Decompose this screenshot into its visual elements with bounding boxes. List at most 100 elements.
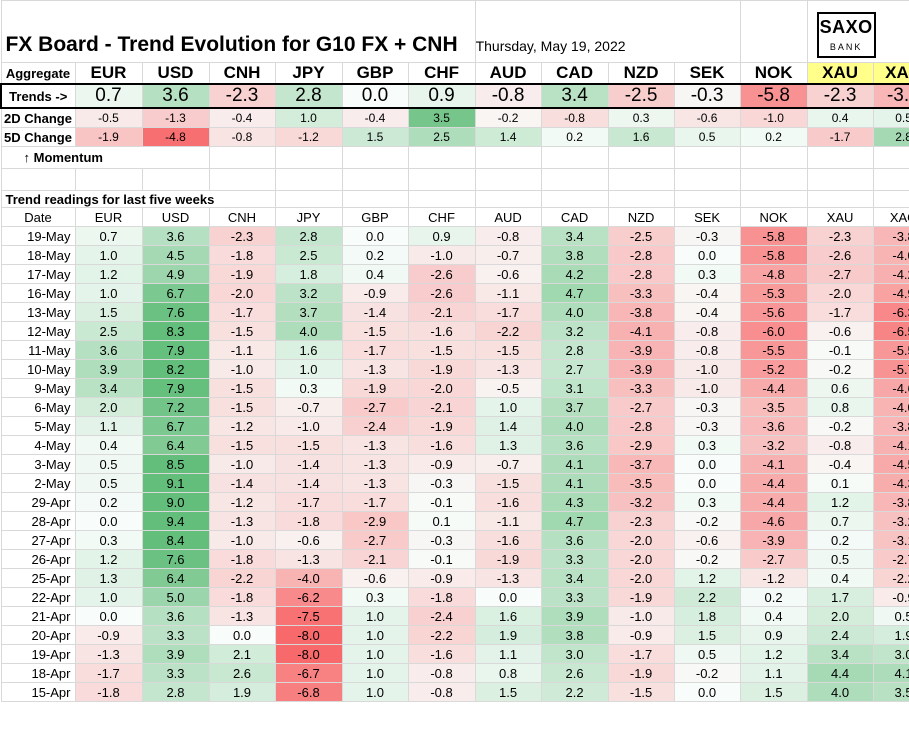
change-5d-value: 0.2 xyxy=(739,127,808,147)
row-date: 19-Apr xyxy=(0,644,76,664)
table-cell: -0.8 xyxy=(673,340,741,360)
table-cell: 0.1 xyxy=(407,511,476,531)
change-5d-value: -4.8 xyxy=(141,127,210,147)
row-date: 18-May xyxy=(0,245,76,265)
fx-table: FX Board - Trend Evolution for G10 FX + … xyxy=(0,0,909,702)
table-cell: -0.6 xyxy=(806,321,874,341)
table-cell: -2.8 xyxy=(607,264,675,284)
table-cell: -2.2 xyxy=(872,568,909,588)
table-cell: 0.3 xyxy=(341,587,409,607)
table-cell: -2.0 xyxy=(607,568,675,588)
table-row: 29-Apr 0.2 9.0 -1.2 -1.7 -1.7 -0.1 -1.6 4.3 -3.2 0… xyxy=(0,492,909,512)
table-cell: -3.9 xyxy=(739,530,808,550)
trend-value: -2.3 xyxy=(806,83,874,109)
table-cell: -0.7 xyxy=(474,245,542,265)
trend-value: -2.5 xyxy=(607,83,675,109)
table-cell: 1.2 xyxy=(739,644,808,664)
change-2d-value: -0.8 xyxy=(540,107,609,128)
empty-cell xyxy=(407,190,476,208)
table-cell: -1.3 xyxy=(274,549,343,569)
empty-cell xyxy=(474,146,542,169)
table-cell: -2.2 xyxy=(474,321,542,341)
empty-cell xyxy=(540,146,609,169)
table-cell: -1.8 xyxy=(208,549,276,569)
report-date-cell: Thursday, May 19, 2022 xyxy=(474,0,741,63)
trend-value: -3.8 xyxy=(872,83,909,109)
change-2d-row: 2D Change -0.5 -1.3 -0.4 1.0 -0.4 3.5 -0.2 -0.8 0… xyxy=(0,107,909,128)
table-cell: -2.7 xyxy=(739,549,808,569)
column-sek: SEK xyxy=(673,207,741,227)
table-cell: 3.3 xyxy=(141,663,210,683)
table-cell: 8.3 xyxy=(141,321,210,341)
table-cell: 7.2 xyxy=(141,397,210,417)
table-cell: -1.0 xyxy=(208,359,276,379)
table-cell: 4.5 xyxy=(141,245,210,265)
table-cell: -0.4 xyxy=(673,283,741,303)
table-row: 4-May 0.4 6.4 -1.5 -1.5 -1.3 -1.6 1.3 3.6 -2.9 0.3… xyxy=(0,435,909,455)
table-cell: -1.5 xyxy=(208,435,276,455)
trend-value: 3.6 xyxy=(141,83,210,109)
table-cell: 1.1 xyxy=(474,644,542,664)
table-cell: -1.7 xyxy=(806,302,874,322)
empty-cell xyxy=(407,168,476,191)
currency-usd: USD xyxy=(141,62,210,85)
table-cell: -3.5 xyxy=(739,397,808,417)
table-cell: 1.6 xyxy=(474,606,542,626)
table-cell: 1.0 xyxy=(74,283,143,303)
table-cell: 0.0 xyxy=(74,606,143,626)
table-cell: -0.9 xyxy=(872,587,909,607)
table-cell: 1.7 xyxy=(806,587,874,607)
table-cell: -0.2 xyxy=(806,416,874,436)
table-cell: -0.2 xyxy=(673,663,741,683)
table-cell: -5.3 xyxy=(739,283,808,303)
change-2d-value: 3.5 xyxy=(407,107,476,128)
table-cell: -1.9 xyxy=(407,359,476,379)
row-date: 15-Apr xyxy=(0,682,76,702)
empty-cell xyxy=(872,190,909,208)
table-row: 18-Apr -1.7 3.3 2.6 -6.7 1.0 -0.8 0.8 2.6 -1.9 -0.… xyxy=(0,663,909,683)
table-cell: -1.7 xyxy=(208,302,276,322)
table-cell: 1.0 xyxy=(474,397,542,417)
change-5d-value: -1.9 xyxy=(74,127,143,147)
table-cell: 3.0 xyxy=(540,644,609,664)
table-cell: -1.6 xyxy=(407,321,476,341)
table-cell: 1.3 xyxy=(74,568,143,588)
table-cell: 4.0 xyxy=(274,321,343,341)
table-cell: -2.3 xyxy=(806,226,874,246)
table-cell: 0.5 xyxy=(872,606,909,626)
blank-row xyxy=(0,168,909,191)
table-cell: -1.6 xyxy=(407,644,476,664)
empty-cell xyxy=(407,146,476,169)
table-row: 6-May 2.0 7.2 -1.5 -0.7 -2.7 -2.1 1.0 3.7 -2.7 -0.… xyxy=(0,397,909,417)
table-cell: -0.8 xyxy=(474,226,542,246)
table-cell: -3.3 xyxy=(607,283,675,303)
table-cell: -0.7 xyxy=(474,454,542,474)
row-date: 19-May xyxy=(0,226,76,246)
table-cell: -1.2 xyxy=(208,492,276,512)
table-cell: -1.3 xyxy=(341,359,409,379)
report-date: Thursday, May 19, 2022 xyxy=(475,38,626,54)
table-cell: 1.0 xyxy=(341,663,409,683)
column-aud: AUD xyxy=(474,207,542,227)
table-cell: -1.9 xyxy=(407,416,476,436)
table-cell: 1.2 xyxy=(673,568,741,588)
table-cell: -0.9 xyxy=(407,454,476,474)
table-cell: 5.0 xyxy=(141,587,210,607)
table-cell: -2.7 xyxy=(341,397,409,417)
table-cell: 3.4 xyxy=(806,644,874,664)
table-cell: 3.6 xyxy=(141,226,210,246)
table-cell: -4.0 xyxy=(274,568,343,588)
trend-value: -0.8 xyxy=(474,83,542,109)
table-cell: 8.5 xyxy=(141,454,210,474)
table-cell: -1.3 xyxy=(474,568,542,588)
table-cell: -1.5 xyxy=(474,473,542,493)
change-2d-value: -0.4 xyxy=(208,107,276,128)
table-cell: 3.6 xyxy=(540,530,609,550)
table-cell: -6.8 xyxy=(274,682,343,702)
table-cell: 1.0 xyxy=(341,606,409,626)
table-cell: 4.2 xyxy=(540,264,609,284)
table-cell: -2.4 xyxy=(341,416,409,436)
table-cell: -0.2 xyxy=(673,549,741,569)
trend-value: -2.3 xyxy=(208,83,276,109)
table-cell: -0.9 xyxy=(407,568,476,588)
